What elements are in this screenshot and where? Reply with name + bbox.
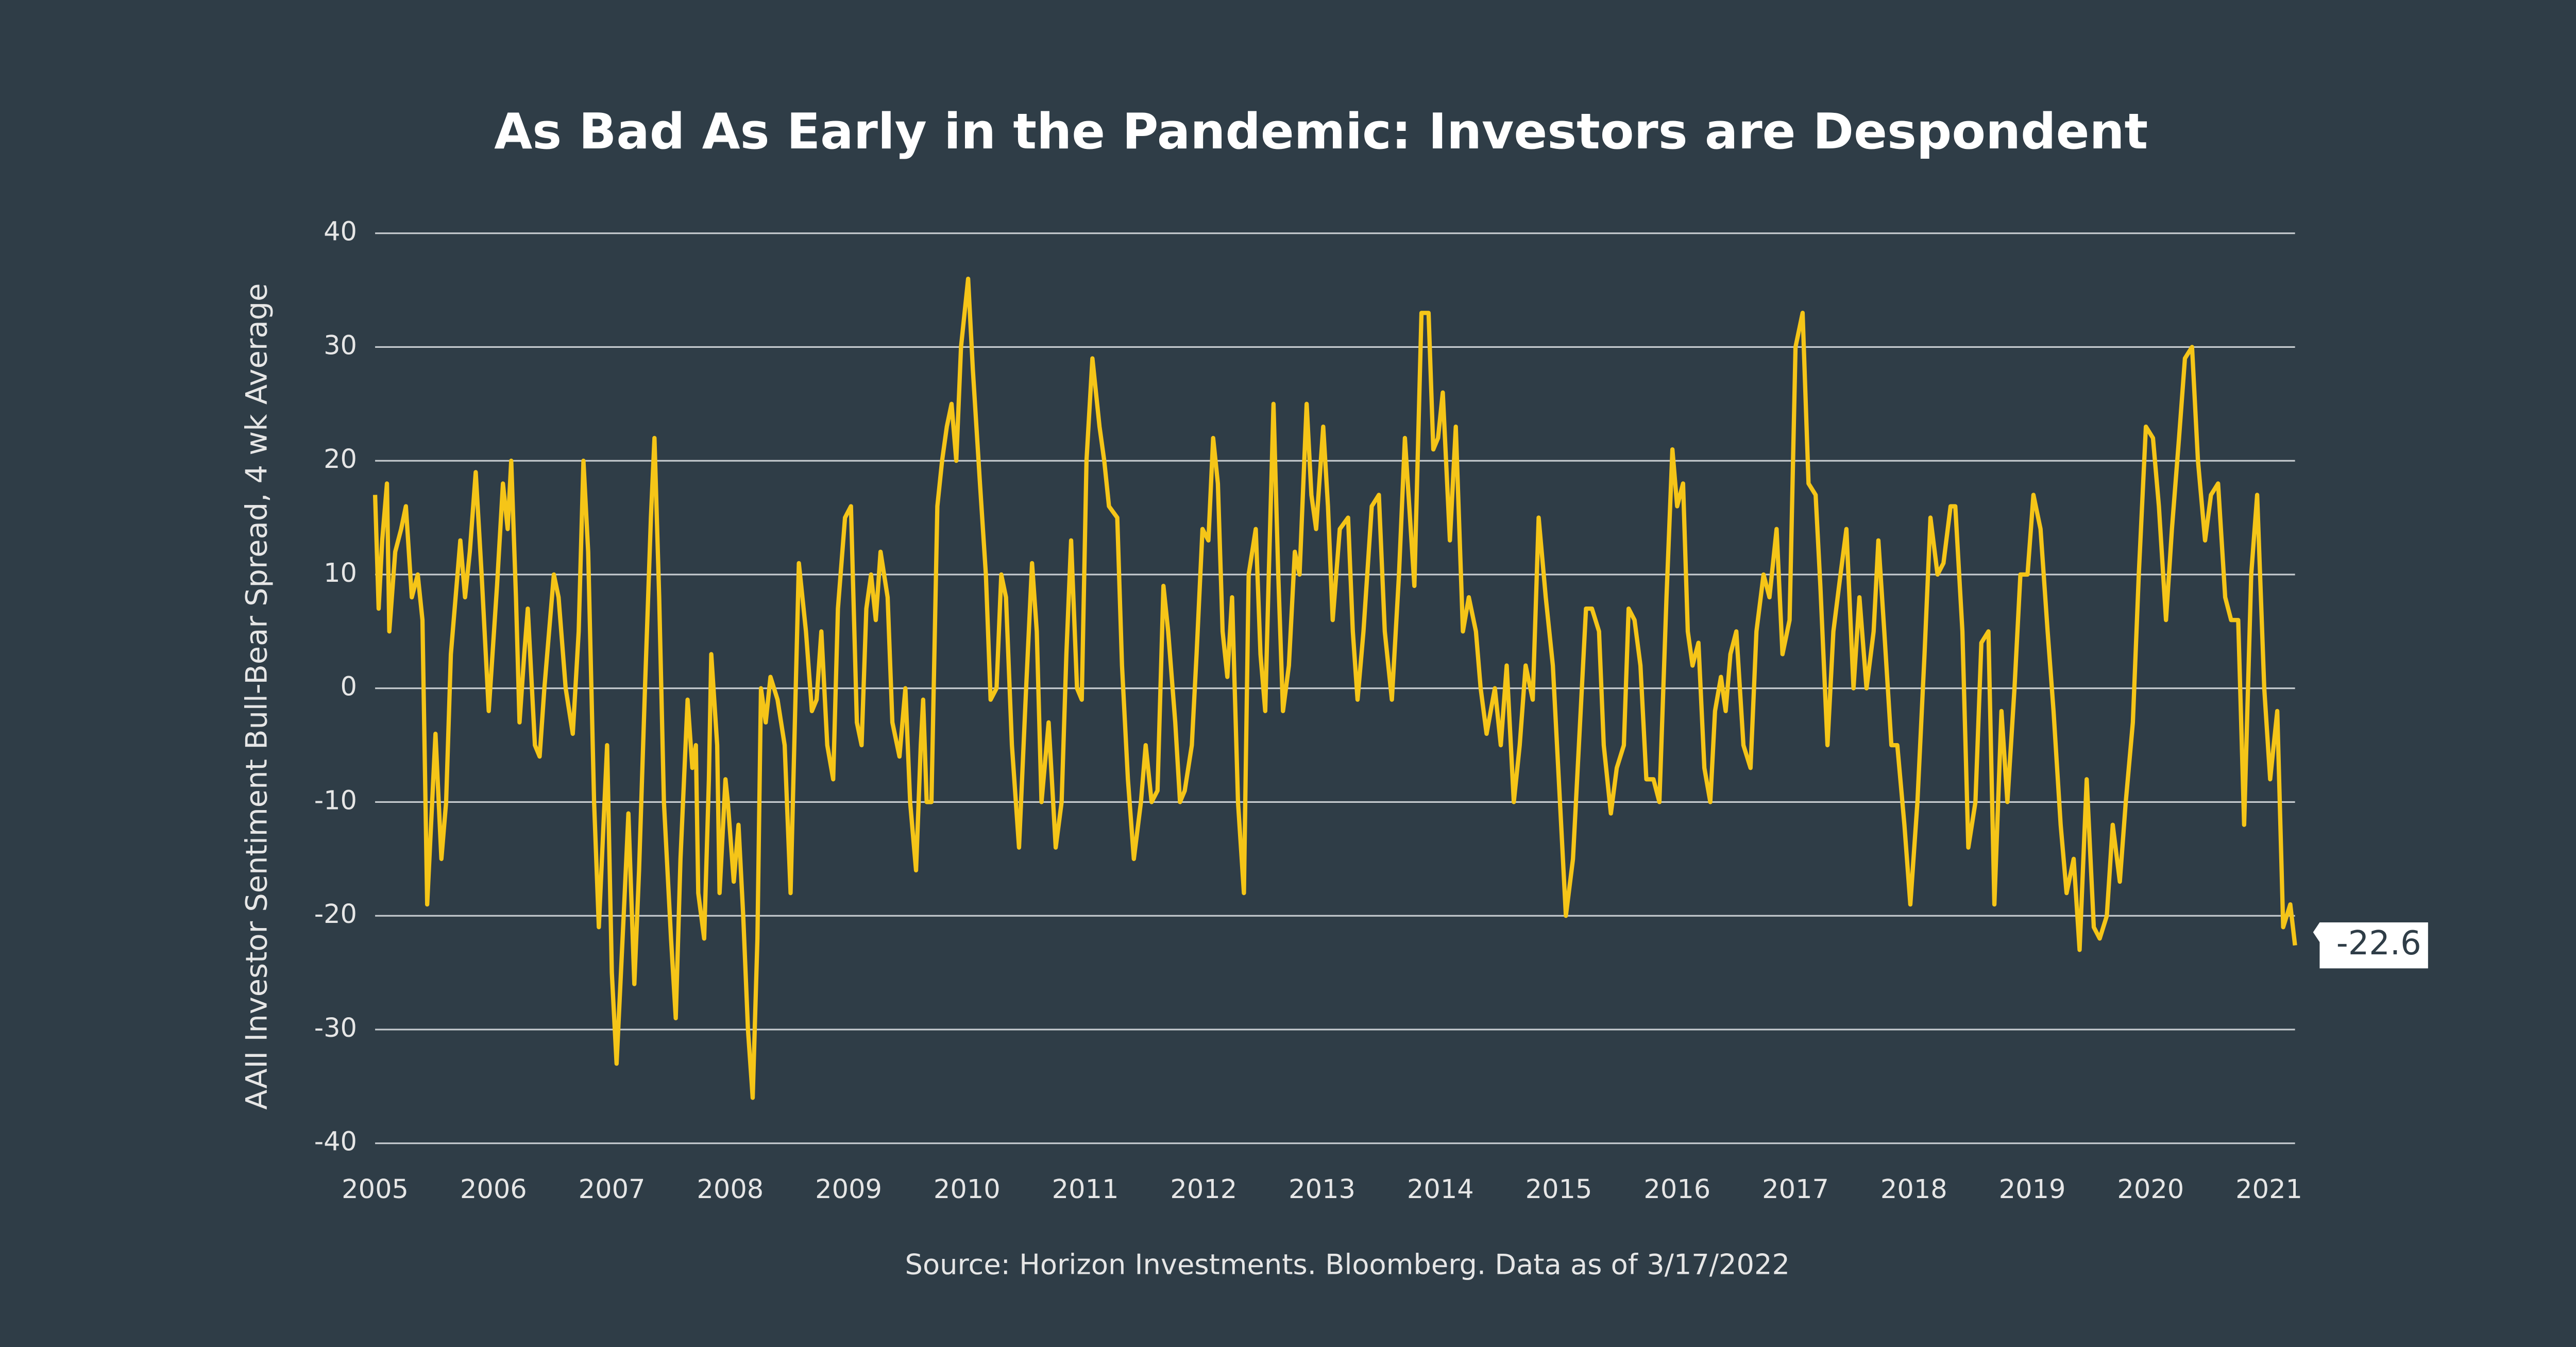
y-axis-label: AAII Investor Sentiment Bull-Bear Spread… — [239, 283, 274, 1110]
y-tick-label: -30 — [314, 1013, 357, 1043]
y-tick-label: 10 — [324, 558, 357, 588]
x-tick-label: 2017 — [1762, 1174, 1829, 1205]
x-tick-label: 2006 — [460, 1174, 527, 1205]
x-tick-label: 2012 — [1170, 1174, 1237, 1205]
y-tick-label: 30 — [324, 330, 357, 361]
x-tick-label: 2014 — [1407, 1174, 1474, 1205]
y-tick-label: 40 — [324, 217, 357, 247]
x-tick-label: 2020 — [2117, 1174, 2184, 1205]
x-tick-label: 2007 — [579, 1174, 646, 1205]
x-tick-label: 2019 — [1999, 1174, 2066, 1205]
data-line — [372, 276, 2297, 1100]
y-tick-label: 0 — [341, 672, 357, 702]
value-callout-label: -22.6 — [2336, 924, 2421, 963]
y-tick-label: 20 — [324, 444, 357, 475]
x-tick-label: 2018 — [1880, 1174, 1947, 1205]
x-tick-label: 2021 — [2235, 1174, 2302, 1205]
value-callout — [2313, 922, 2428, 969]
x-tick-label: 2005 — [342, 1174, 409, 1205]
y-tick-label: -40 — [314, 1127, 357, 1157]
x-tick-label: 2013 — [1289, 1174, 1355, 1205]
chart-title: As Bad As Early in the Pandemic: Investo… — [494, 103, 2148, 160]
x-tick-label: 2016 — [1643, 1174, 1710, 1205]
y-tick-label: -10 — [314, 785, 357, 816]
source-note: Source: Horizon Investments. Bloomberg. … — [905, 1248, 1790, 1281]
x-tick-label: 2015 — [1526, 1174, 1592, 1205]
x-tick-label: 2009 — [815, 1174, 882, 1205]
x-tick-label: 2011 — [1052, 1174, 1119, 1205]
x-tick-label: 2008 — [697, 1174, 764, 1205]
y-tick-label: -20 — [314, 899, 357, 930]
x-tick-label: 2010 — [934, 1174, 1001, 1205]
